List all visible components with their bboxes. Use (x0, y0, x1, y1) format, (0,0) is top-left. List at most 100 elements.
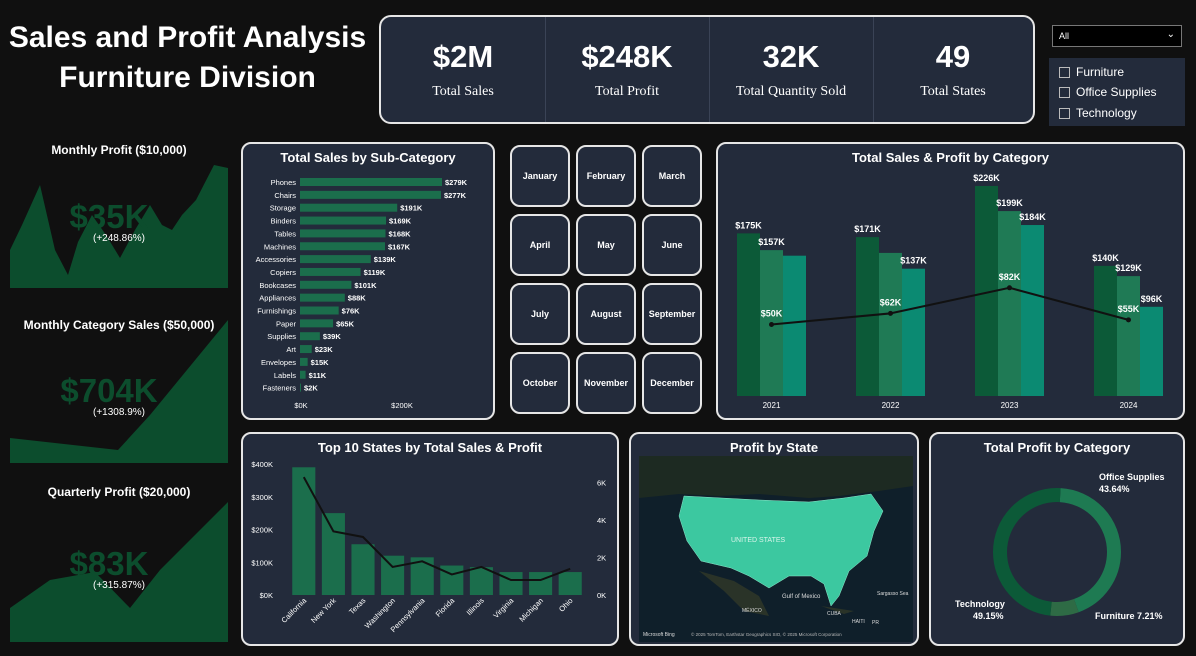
bar (1021, 225, 1044, 396)
line-label: $62K (880, 297, 902, 307)
line-label: $50K (761, 309, 783, 319)
kpi-value: $248K (581, 39, 673, 74)
month-button-december[interactable]: December (642, 352, 702, 414)
y-tick-right: 6K (597, 479, 606, 488)
category-label: Storage (270, 204, 296, 213)
bar (1094, 265, 1117, 396)
x-tick-label: 2023 (1001, 401, 1019, 410)
data-label: $137K (900, 256, 927, 266)
monthly-category-sales-sparkline (10, 320, 228, 463)
left-card-sparklines (10, 165, 228, 642)
donut-slice (993, 488, 1121, 616)
category-label: Copiers (270, 268, 296, 277)
month-button-september[interactable]: September (642, 283, 702, 345)
top-states-combo-chart: $400K $300K $200K $100K $0K 6K 4K 2K 0K Californi… (251, 460, 606, 634)
month-button-march[interactable]: March (642, 145, 702, 207)
bar (558, 572, 582, 595)
month-button-august[interactable]: August (576, 283, 636, 345)
land-mexico (699, 571, 769, 616)
y-tick-left: $200K (251, 526, 273, 535)
data-label: $175K (735, 220, 762, 230)
category-label: Phones (271, 178, 297, 187)
profit-line (771, 286, 1129, 326)
bar (300, 293, 345, 302)
slicer-option-furniture[interactable]: Furniture (1059, 65, 1124, 79)
category-label: Fasteners (263, 384, 297, 393)
x-tick-label: Texas (347, 596, 367, 616)
month-button-may[interactable]: May (576, 214, 636, 276)
bar (300, 229, 386, 238)
y-tick-right: 0K (597, 591, 606, 600)
monthly-profit-title: Monthly Profit ($10,000) (51, 143, 187, 157)
kpi-value: 32K (762, 39, 820, 74)
chevron-down-icon: ⌄ (1166, 29, 1175, 40)
checkbox[interactable] (1059, 107, 1070, 119)
data-label: $88K (348, 294, 367, 303)
data-label: $226K (973, 173, 1000, 183)
profit-by-state-panel: Profit by State UNITED STATES Gulf of Me… (629, 432, 919, 646)
bar (300, 357, 308, 366)
line-point (1007, 285, 1012, 291)
monthly-category-sales-pct: (+1308.9%) (93, 407, 145, 418)
profit-map[interactable]: UNITED STATES Gulf of Mexico MÉXICO CUBA… (639, 456, 913, 642)
tick-label: $0K (294, 401, 307, 410)
bar (300, 306, 339, 315)
bar (879, 252, 902, 396)
category-label: Art (286, 345, 297, 354)
category-label: Furnishings (257, 307, 296, 316)
bar (1140, 306, 1163, 396)
bar (351, 544, 375, 595)
profit-line (302, 476, 571, 582)
bar (1117, 276, 1140, 396)
chart-title: Total Sales & Profit by Category (852, 150, 1049, 165)
slice-label-pct: 43.64% (1099, 484, 1130, 494)
month-button-october[interactable]: October (510, 352, 570, 414)
data-label: $101K (354, 281, 377, 290)
y-tick-left: $300K (251, 493, 273, 502)
kpi-total-profit: $248K Total Profit (545, 17, 709, 122)
checkbox[interactable] (1059, 86, 1070, 98)
month-button-january[interactable]: January (510, 145, 570, 207)
kpi-label: Total Quantity Sold (735, 84, 847, 99)
data-label: $15K (311, 358, 330, 367)
month-button-april[interactable]: April (510, 214, 570, 276)
bar (300, 332, 320, 341)
bar (998, 211, 1021, 396)
data-label: $23K (315, 345, 334, 354)
data-label: $96K (1141, 294, 1163, 304)
category-label: Labels (274, 371, 296, 380)
data-label: $39K (323, 332, 342, 341)
title-line-1: Sales and Profit Analysis (8, 21, 367, 54)
slicer-option-technology[interactable]: Technology (1059, 106, 1137, 120)
line-point (888, 310, 893, 316)
category-sales-profit-panel: Total Sales & Profit by Category $175K $1… (716, 142, 1185, 420)
slicer-option-office-supplies[interactable]: Office Supplies (1059, 85, 1157, 99)
month-button-july[interactable]: July (510, 283, 570, 345)
bar (300, 255, 371, 264)
y-tick-left: $0K (260, 591, 273, 600)
checkbox[interactable] (1059, 66, 1070, 78)
category-label: Machines (264, 242, 296, 251)
data-label: $119K (364, 268, 386, 277)
category-label: Supplies (267, 332, 296, 341)
y-tick-left: $400K (251, 460, 273, 469)
category-label: Paper (276, 319, 297, 328)
chart-title: Total Profit by Category (983, 440, 1131, 455)
profit-by-category-panel: Total Profit by Category Office Supplies… (929, 432, 1185, 646)
month-button-november[interactable]: November (576, 352, 636, 414)
category-bar-chart: $175K $157K 2021 $171K $137K 2022 $226K $199K $1… (735, 173, 1163, 410)
data-label: $2K (304, 384, 318, 393)
x-tick-label: California (279, 595, 308, 624)
chart-title: Top 10 States by Total Sales & Profit (317, 440, 543, 455)
category-label: Appliances (259, 294, 296, 303)
data-label: $169K (389, 217, 412, 226)
kpi-label: Total Profit (595, 84, 659, 99)
tick-label: $200K (391, 401, 413, 410)
x-tick-label: 2022 (882, 401, 900, 410)
bar (300, 242, 385, 251)
month-button-february[interactable]: February (576, 145, 636, 207)
data-label: $76K (342, 307, 361, 316)
category-dropdown[interactable]: All ⌄ (1052, 25, 1182, 47)
month-button-june[interactable]: June (642, 214, 702, 276)
bar (975, 186, 998, 396)
